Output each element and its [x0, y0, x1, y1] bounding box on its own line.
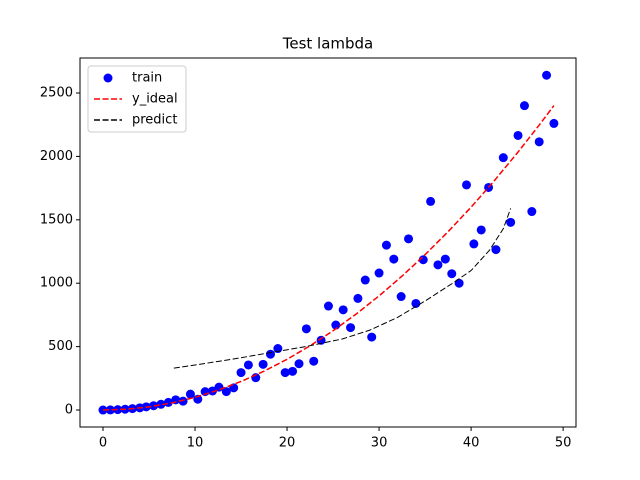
point: [542, 70, 552, 80]
point: [519, 101, 529, 111]
point: [243, 360, 253, 370]
y-tick-label: 1500: [40, 212, 73, 227]
y-tick-label: 2000: [40, 149, 73, 164]
point: [396, 292, 406, 302]
point: [513, 130, 523, 140]
point: [454, 278, 464, 288]
x-tick-label: 20: [279, 436, 296, 451]
point: [381, 240, 391, 250]
point: [309, 356, 319, 366]
point: [498, 153, 508, 163]
point: [461, 180, 471, 190]
point: [301, 324, 311, 334]
line: [102, 105, 555, 411]
point: [323, 301, 333, 311]
legend-label: y_ideal: [132, 92, 178, 107]
legend-box: [87, 65, 187, 133]
point: [178, 396, 188, 406]
point: [185, 389, 195, 399]
point: [353, 293, 363, 303]
point: [221, 387, 231, 397]
point: [447, 269, 457, 279]
point: [404, 234, 414, 244]
point: [236, 368, 246, 378]
point: [316, 335, 326, 345]
point: [426, 196, 436, 206]
point: [338, 305, 348, 315]
legend-label: train: [132, 71, 162, 86]
x-tick-label: 30: [371, 436, 388, 451]
plot-frame: [79, 57, 577, 428]
point: [288, 366, 298, 376]
point: [476, 225, 486, 235]
y-tick-label: 0: [65, 403, 73, 418]
y-tick-label: 1000: [40, 276, 73, 291]
point: [549, 118, 559, 128]
point: [331, 320, 341, 330]
point: [491, 245, 501, 255]
point: [440, 254, 450, 264]
point: [280, 368, 290, 378]
point: [433, 260, 443, 270]
point: [105, 405, 115, 415]
point: [367, 332, 377, 342]
point: [258, 359, 268, 369]
point: [294, 359, 304, 369]
point: [265, 349, 275, 359]
y-tick-label: 2500: [40, 85, 73, 100]
y-tick-label: 500: [48, 339, 73, 354]
point: [389, 254, 399, 264]
legend-marker: [103, 73, 113, 83]
point: [534, 137, 544, 147]
x-tick-label: 10: [187, 436, 204, 451]
x-tick-label: 50: [555, 436, 572, 451]
x-tick-label: 40: [463, 436, 480, 451]
point: [346, 323, 356, 333]
point: [469, 239, 479, 249]
x-tick-label: 0: [99, 436, 107, 451]
point: [156, 399, 166, 409]
point: [527, 207, 537, 217]
point: [113, 405, 123, 415]
point: [149, 401, 159, 411]
legend-label: predict: [132, 113, 177, 128]
line: [173, 208, 512, 369]
point: [506, 217, 516, 227]
chart-title: Test lambda: [282, 35, 374, 53]
point: [360, 275, 370, 285]
point: [374, 268, 384, 278]
point: [411, 298, 421, 308]
